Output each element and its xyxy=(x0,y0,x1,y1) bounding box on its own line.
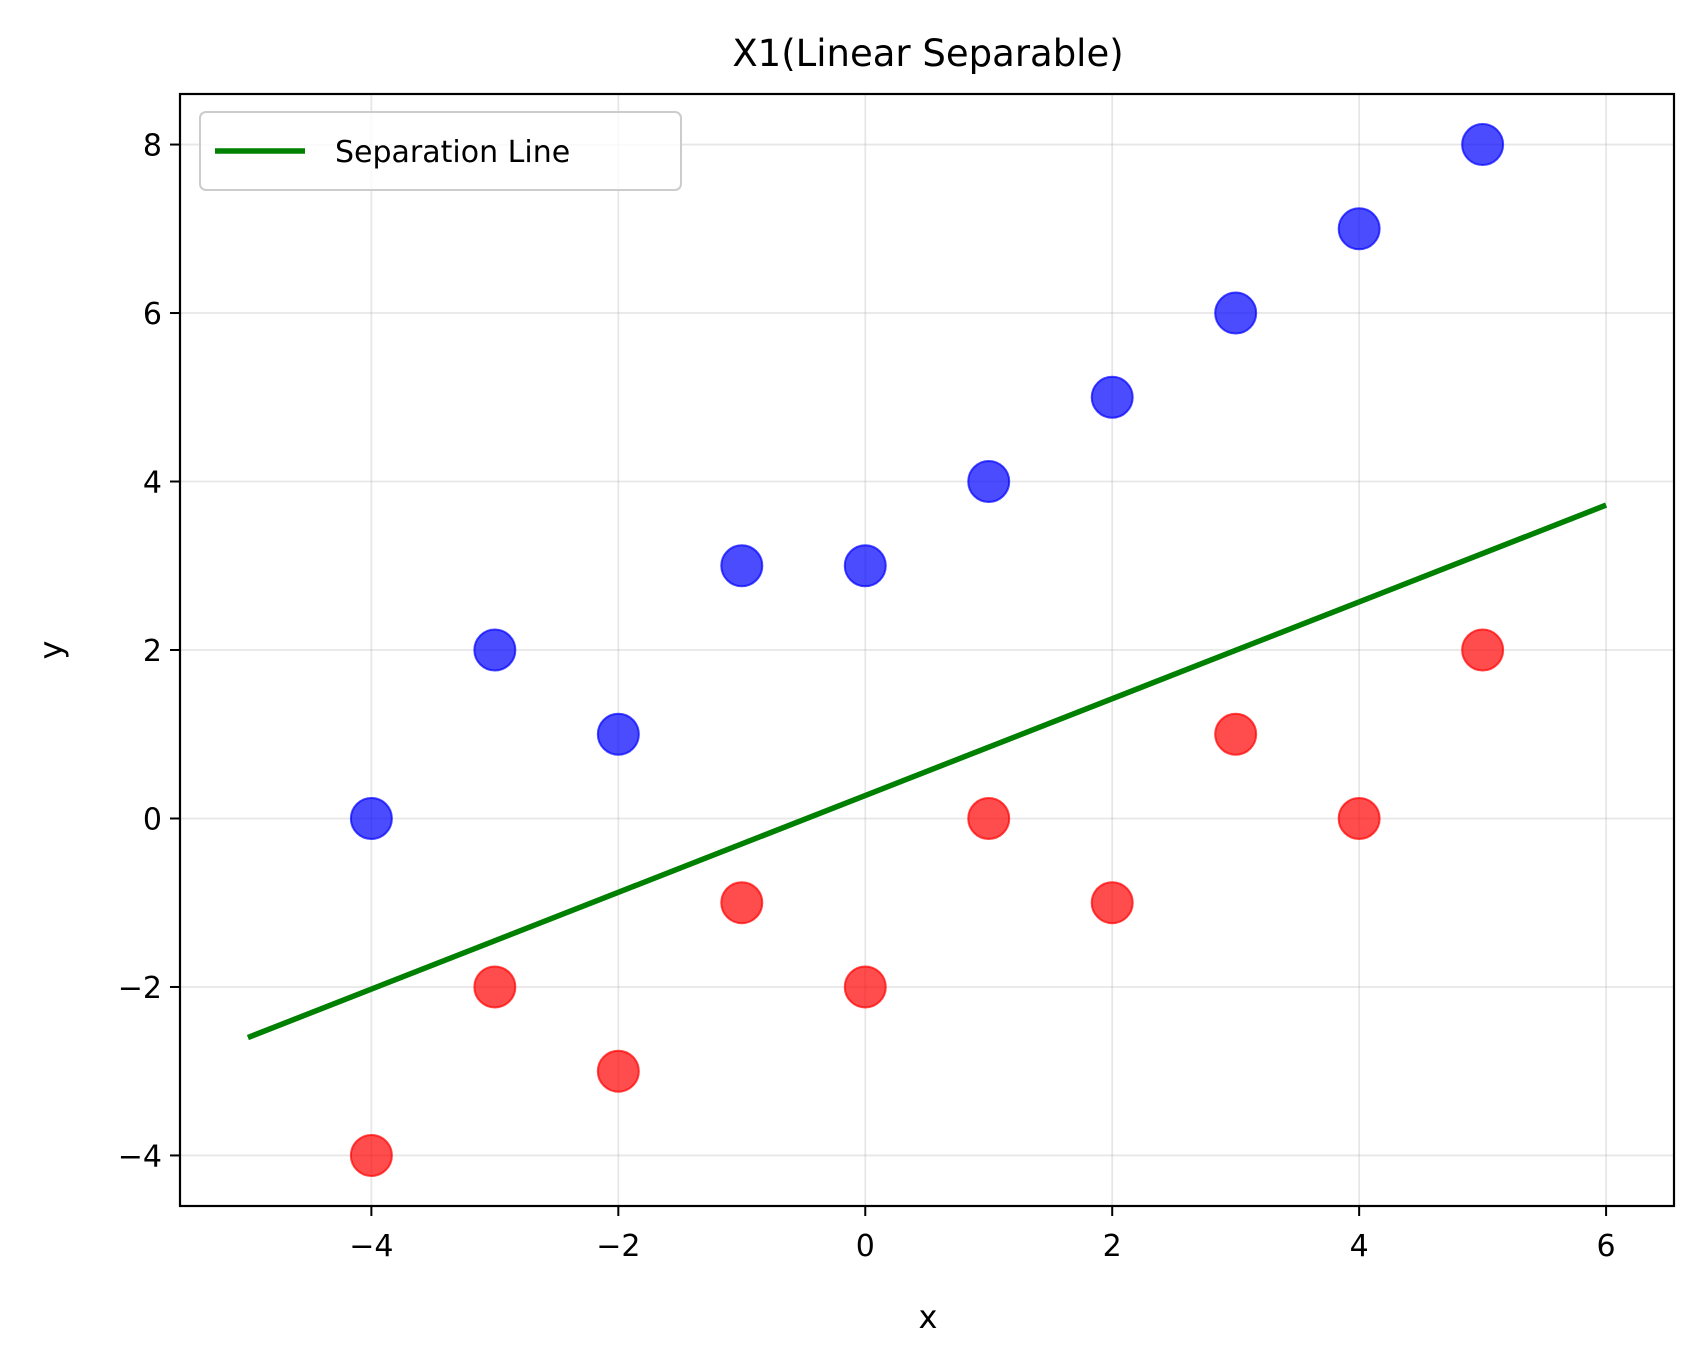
blue-point xyxy=(473,628,517,672)
y-tick-label: 6 xyxy=(143,297,162,332)
separation-line xyxy=(246,502,1608,1041)
blue-point xyxy=(720,544,764,588)
red-point xyxy=(1214,712,1258,756)
blue-point xyxy=(843,544,887,588)
red-point xyxy=(843,965,887,1009)
chart-title: X1(Linear Separable) xyxy=(732,32,1123,75)
red-point xyxy=(1461,628,1505,672)
blue-point xyxy=(596,712,640,756)
blue-point xyxy=(1214,291,1258,335)
blue-point xyxy=(967,460,1011,504)
x-tick-label: 2 xyxy=(1103,1229,1122,1264)
blue-point xyxy=(1090,375,1134,419)
red-point xyxy=(1090,881,1134,925)
grid-lines xyxy=(180,94,1674,1206)
x-tick-label: 0 xyxy=(856,1229,875,1264)
x-tick-label: −4 xyxy=(349,1229,393,1264)
y-tick-label: 0 xyxy=(143,802,162,837)
x-tick-label: −2 xyxy=(596,1229,640,1264)
legend-label: Separation Line xyxy=(335,135,570,170)
red-point xyxy=(720,881,764,925)
x-tick-label: 6 xyxy=(1597,1229,1616,1264)
y-tick-label: 8 xyxy=(143,129,162,164)
y-tick-label: 4 xyxy=(143,466,162,501)
x-tick-label: 4 xyxy=(1350,1229,1369,1264)
legend: Separation Line xyxy=(199,111,682,191)
line-layer xyxy=(246,502,1608,1041)
red-point xyxy=(349,1133,393,1177)
blue-point xyxy=(1337,207,1381,251)
scatter-points xyxy=(349,123,1505,1177)
legend-box xyxy=(199,111,682,191)
red-point xyxy=(967,796,1011,840)
red-point xyxy=(596,1049,640,1093)
red-point xyxy=(473,965,517,1009)
blue-point xyxy=(1461,123,1505,167)
y-tick-label: −2 xyxy=(118,971,162,1006)
y-axis-label: y xyxy=(32,641,70,660)
red-point xyxy=(1337,796,1381,840)
x-axis-label: x xyxy=(919,1298,938,1336)
y-tick-label: 2 xyxy=(143,634,162,669)
x-axis-ticks: −4 −2 0 2 4 6 xyxy=(349,1206,1616,1264)
blue-point xyxy=(349,796,393,840)
y-tick-label: −4 xyxy=(118,1139,162,1174)
y-axis-ticks: −4 −2 0 2 4 6 8 xyxy=(118,129,180,1174)
